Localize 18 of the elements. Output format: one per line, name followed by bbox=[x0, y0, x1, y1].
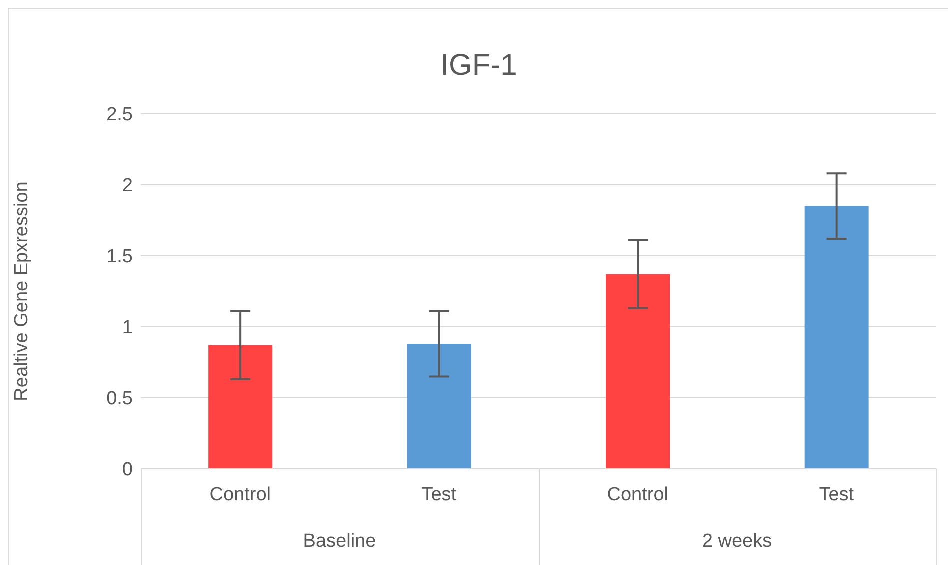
y-tick-label: 2.5 bbox=[106, 104, 133, 126]
bar bbox=[208, 345, 273, 469]
x-tick-label: Test bbox=[819, 484, 855, 506]
text: 2 weeks bbox=[701, 531, 774, 553]
bar bbox=[407, 344, 472, 469]
y-tick-label: 1 bbox=[122, 318, 133, 339]
y-axis-title: Realtive Gene Epxression bbox=[12, 182, 33, 402]
bar bbox=[606, 274, 670, 469]
bar bbox=[804, 206, 869, 469]
x-tick-label: Control bbox=[210, 484, 271, 506]
y-tick-label: 2 bbox=[122, 176, 133, 197]
y-tick-label: 0 bbox=[122, 460, 133, 481]
x-tick-label: Control bbox=[607, 484, 668, 506]
x-tick-label: Test bbox=[422, 484, 458, 506]
y-tick-label: 0.5 bbox=[106, 388, 133, 410]
text: Baseline bbox=[302, 531, 378, 553]
y-tick-label: 1.5 bbox=[106, 246, 133, 268]
chart-title: IGF-1 bbox=[440, 49, 518, 83]
